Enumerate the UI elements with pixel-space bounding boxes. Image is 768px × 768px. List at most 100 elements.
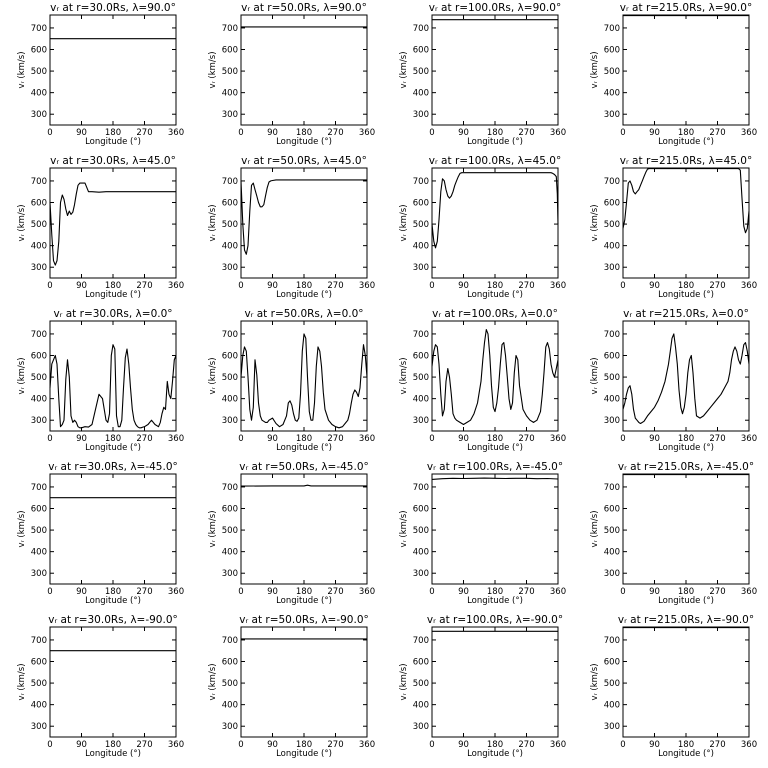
x-tick-label: 180 [678,587,694,597]
x-tick-label: 360 [168,434,184,444]
y-tick-label: 600 [222,46,238,56]
y-tick-label: 700 [604,636,620,646]
x-tick-label: 0 [238,587,243,597]
plot-frame [622,167,750,279]
panel-r1-c3: vᵣ at r=100.0Rs, λ=90.0° 300 400 500 600 700 0… [399,2,566,147]
x-tick-label: 90 [458,740,469,750]
y-tick-label: 700 [604,483,620,493]
y-axis-label: vᵣ (km/s) [17,510,27,547]
y-tick-label: 300 [413,110,429,120]
x-tick-label: 360 [550,434,566,444]
series-line [431,329,559,426]
x-tick-label: 0 [47,281,52,291]
x-tick-label: 0 [47,740,52,750]
x-tick-label: 180 [487,434,503,444]
series-line [49,182,176,266]
x-tick-label: 270 [518,434,534,444]
plot-frame [240,473,368,585]
y-axis-label: vᵣ (km/s) [399,510,409,547]
y-tick-label: 500 [413,373,429,383]
x-tick-label: 360 [359,434,375,444]
x-axis-label: Longitude (°) [85,749,141,759]
x-tick-label: 0 [238,128,243,138]
x-tick-label: 90 [649,281,660,291]
y-axis-label: vᵣ (km/s) [399,204,409,241]
x-tick-label: 180 [105,128,121,138]
y-tick-label: 500 [31,220,47,230]
panel-title: vᵣ at r=215.0Rs, λ=45.0° [620,155,752,167]
plot-frame [431,14,559,126]
y-tick-label: 400 [222,548,238,558]
panel-title: vᵣ at r=30.0Rs, λ=90.0° [50,2,176,14]
y-axis-label: vᵣ (km/s) [17,357,27,394]
x-tick-label: 270 [518,740,534,750]
y-tick-label: 500 [413,220,429,230]
x-axis-label: Longitude (°) [658,137,714,147]
x-tick-label: 360 [741,587,757,597]
x-tick-label: 0 [620,434,625,444]
y-axis-label: vᵣ (km/s) [590,510,600,547]
x-tick-label: 180 [487,128,503,138]
x-tick-label: 90 [267,740,278,750]
y-tick-label: 500 [31,373,47,383]
x-axis-label: Longitude (°) [276,749,332,759]
panel-r4-c3: vᵣ at r=100.0Rs, λ=-45.0° 300 400 500 600 700… [399,461,566,606]
x-tick-label: 0 [47,434,52,444]
x-axis-label: Longitude (°) [467,137,523,147]
y-tick-label: 300 [31,569,47,579]
series-line [49,344,177,429]
y-tick-label: 300 [222,110,238,120]
y-tick-label: 300 [413,263,429,273]
panel-r2-c1: vᵣ at r=30.0Rs, λ=45.0° 300 400 500 600 700 0 9… [17,155,184,300]
x-tick-label: 90 [458,128,469,138]
y-tick-label: 400 [222,701,238,711]
y-tick-label: 700 [604,330,620,340]
y-axis-label: vᵣ (km/s) [17,51,27,88]
x-tick-label: 360 [550,740,566,750]
y-tick-label: 300 [413,569,429,579]
panel-title: vᵣ at r=50.0Rs, λ=0.0° [244,308,363,320]
y-tick-label: 600 [222,352,238,362]
y-tick-label: 600 [31,199,47,209]
x-tick-label: 360 [359,740,375,750]
x-axis-label: Longitude (°) [467,749,523,759]
y-tick-label: 700 [413,177,429,187]
y-tick-label: 600 [413,658,429,668]
x-tick-label: 180 [296,281,312,291]
y-axis-label: vᵣ (km/s) [208,510,218,547]
y-tick-label: 300 [31,722,47,732]
panel-title: vᵣ at r=100.0Rs, λ=-90.0° [427,614,563,626]
plot-frame [49,167,177,279]
x-tick-label: 270 [327,281,343,291]
y-axis-label: vᵣ (km/s) [208,204,218,241]
y-tick-label: 400 [222,242,238,252]
x-tick-label: 270 [709,434,725,444]
y-tick-label: 600 [413,505,429,515]
y-tick-label: 700 [604,24,620,34]
x-tick-label: 270 [709,740,725,750]
plot-frame [240,626,368,738]
x-axis-label: Longitude (°) [85,443,141,453]
x-tick-label: 0 [429,281,434,291]
y-tick-label: 500 [222,526,238,536]
y-tick-label: 300 [222,722,238,732]
panel-r3-c2: vᵣ at r=50.0Rs, λ=0.0° 300 400 500 600 700 0 90… [208,308,375,453]
x-tick-label: 180 [487,740,503,750]
y-tick-label: 600 [222,505,238,515]
panel-title: vᵣ at r=215.0Rs, λ=90.0° [620,2,752,14]
x-tick-label: 180 [296,128,312,138]
y-tick-label: 400 [222,395,238,405]
series-line [431,477,559,480]
panel-r5-c2: vᵣ at r=50.0Rs, λ=-90.0° 300 400 500 600 700 0… [208,614,375,759]
x-axis-label: Longitude (°) [85,137,141,147]
y-tick-label: 500 [604,679,620,689]
x-tick-label: 90 [76,740,87,750]
y-tick-label: 500 [413,67,429,77]
y-tick-label: 400 [31,548,47,558]
y-tick-label: 700 [31,330,47,340]
x-tick-label: 180 [678,740,694,750]
y-axis-label: vᵣ (km/s) [399,663,409,700]
x-tick-label: 270 [518,281,534,291]
y-tick-label: 700 [222,24,238,34]
x-tick-label: 180 [678,128,694,138]
